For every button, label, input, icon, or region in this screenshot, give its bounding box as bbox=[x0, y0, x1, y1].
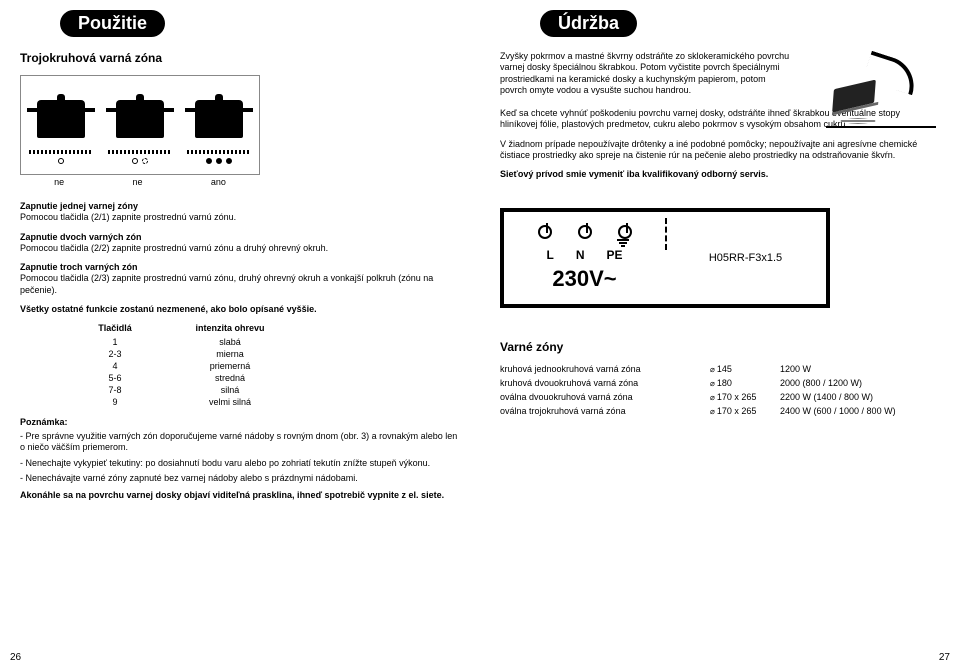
table-row: 9velmi silná bbox=[20, 397, 460, 407]
para-two-zones: Zapnutie dvoch varných zón Pomocou tlači… bbox=[20, 232, 460, 255]
tab-maintenance: Údržba bbox=[540, 10, 637, 37]
page-number-right: 27 bbox=[939, 652, 950, 663]
maintenance-p2: V žiadnom prípade nepoužívajte drôtenky … bbox=[500, 139, 940, 162]
pot-illustration bbox=[20, 75, 260, 175]
note-item-3: - Nenechávajte varné zóny zapnuté bez va… bbox=[20, 473, 460, 484]
terminal-l: L bbox=[546, 248, 553, 262]
zones-spec-table: kruhová jednookruhová varná zóna ⌀145 12… bbox=[500, 364, 940, 416]
zones-title: Varné zóny bbox=[500, 340, 940, 354]
page-number-left: 26 bbox=[10, 652, 21, 663]
pot-label-1: ne bbox=[54, 177, 64, 187]
table-row: 4priemerná bbox=[20, 361, 460, 371]
scraper-illustration bbox=[826, 48, 936, 138]
zone-row: kruhová jednookruhová varná zóna ⌀145 12… bbox=[500, 364, 940, 374]
table-row: 5-6stredná bbox=[20, 373, 460, 383]
table-row: 2-3mierna bbox=[20, 349, 460, 359]
terminal-n: N bbox=[576, 248, 585, 262]
table-row: 7-8silná bbox=[20, 385, 460, 395]
voltage: 230V bbox=[552, 266, 603, 291]
crack-warning: Akonáhle sa na povrchu varnej dosky obja… bbox=[20, 490, 460, 501]
table-row: 1slabá bbox=[20, 337, 460, 347]
para-single-zone: Zapnutie jednej varnej zóny Pomocou tlač… bbox=[20, 201, 460, 224]
right-page: Údržba Zvyšky pokrmov a mastné škvrny od… bbox=[480, 0, 960, 667]
pot-label-3: ano bbox=[211, 177, 226, 187]
para-three-zones: Zapnutie troch varných zón Pomocou tlači… bbox=[20, 262, 460, 296]
maintenance-service: Sieťový prívod smie vymeniť iba kvalifik… bbox=[500, 169, 940, 180]
section-title: Trojokruhová varná zóna bbox=[20, 51, 460, 65]
maintenance-intro: Zvyšky pokrmov a mastné škvrny odstráňte… bbox=[500, 51, 790, 96]
note-item-2: - Nenechajte vykypieť tekutiny: po dosia… bbox=[20, 458, 460, 469]
pot-labels: ne ne ano bbox=[20, 177, 260, 187]
pot-label-2: ne bbox=[132, 177, 142, 187]
left-page: Použitie Trojokruhová varná zóna ne ne a… bbox=[0, 0, 480, 667]
zone-row: oválna dvouokruhová varná zóna ⌀170 x 26… bbox=[500, 392, 940, 402]
zone-row: kruhová dvouokruhová varná zóna ⌀180 200… bbox=[500, 378, 940, 388]
note-title: Poznámka: bbox=[20, 417, 460, 427]
note-item-1: - Pre správne využitie varných zón dopor… bbox=[20, 431, 460, 454]
zone-row: oválna trojokruhová varná zóna ⌀170 x 26… bbox=[500, 406, 940, 416]
tab-usage: Použitie bbox=[60, 10, 165, 37]
terminal-pe: PE bbox=[607, 248, 623, 262]
intensity-table-header: Tlačidlá intenzita ohrevu bbox=[20, 323, 460, 333]
electrical-plate: L N PE 230V~ H05RR-F3x1.5 bbox=[500, 208, 830, 308]
intensity-table: 1slabá 2-3mierna 4priemerná 5-6stredná 7… bbox=[20, 337, 460, 407]
para-other-functions: Všetky ostatné funkcie zostanú nezmenené… bbox=[20, 304, 460, 315]
cable-spec: H05RR-F3x1.5 bbox=[709, 252, 782, 264]
